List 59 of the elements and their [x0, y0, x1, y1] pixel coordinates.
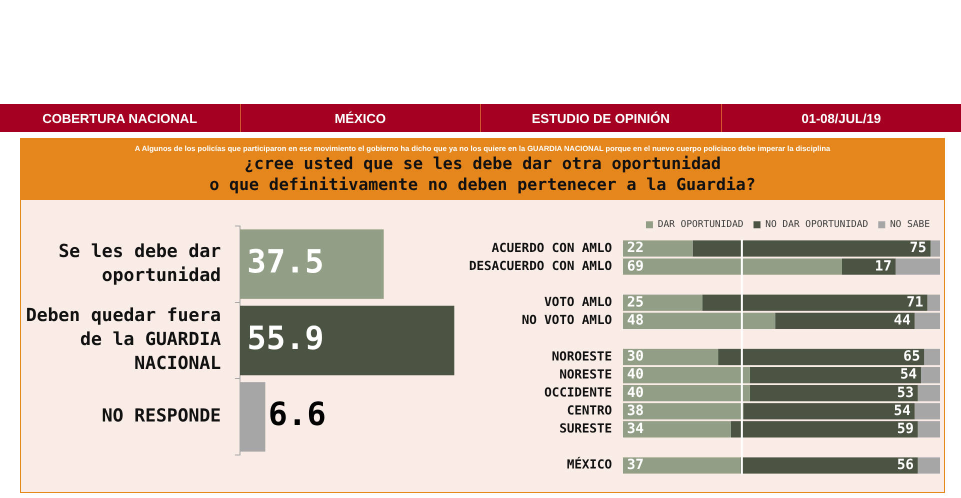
y-tick-label: MÉXICO	[566, 456, 612, 472]
bar	[718, 348, 924, 366]
bar	[623, 457, 740, 474]
text: COBERTURA NACIONAL	[41, 110, 198, 128]
text: MÉXICO	[240, 104, 480, 132]
bar	[623, 348, 718, 366]
data-label: 34	[627, 420, 644, 437]
bar	[930, 240, 940, 257]
bar	[623, 258, 842, 275]
text: ESTUDIO DE OPINIÓN	[480, 104, 720, 132]
bar	[842, 258, 896, 275]
data-label: 54	[900, 366, 917, 383]
bar	[692, 240, 930, 257]
data-label: 54	[894, 402, 911, 419]
y-tick-label: NOROESTE	[552, 348, 612, 364]
bar	[623, 366, 750, 384]
data-label: 37	[627, 457, 644, 474]
bar	[918, 457, 940, 474]
data-label: 40	[627, 366, 644, 383]
bar	[750, 366, 921, 384]
bar	[740, 457, 918, 474]
y-tick-label: OCCIDENTE	[544, 384, 612, 400]
chart-title: ¿cree usted que se les debe dar otra oportunidad o que definitivamente no deben pertenecer a la Guardia?	[208, 153, 757, 195]
bar	[924, 348, 940, 366]
y-tick-label: NORESTE	[559, 366, 612, 382]
data-label: 17	[874, 258, 892, 274]
data-label: 44	[894, 312, 911, 328]
data-label: 53	[896, 384, 914, 401]
y-tick-label: CENTRO	[566, 402, 612, 418]
y-tick-label: ACUERDO CON AMLO	[492, 240, 612, 255]
y-tick-label: Se les debe dar oportunidad	[58, 240, 222, 286]
data-label: 55.9	[247, 318, 324, 357]
data-label: 69	[627, 258, 644, 274]
data-label: 48	[627, 312, 644, 328]
data-label: 25	[627, 294, 644, 310]
data-label: 75	[910, 240, 926, 256]
text: 01-08/JUL/19	[720, 104, 961, 132]
data-label: 38	[627, 402, 644, 419]
y-tick-label: NO RESPONDE	[102, 406, 221, 427]
y-tick-label: VOTO AMLO	[544, 294, 612, 310]
data-label: 30	[627, 348, 644, 365]
y-tick-label: Deben quedar fuera de la GUARDIA NACIONAL	[26, 305, 222, 374]
y-tick-label: NO VOTO AMLO	[522, 312, 612, 328]
y-tick-label: DESACUERDO CON AMLO	[469, 258, 612, 273]
data-label: 37.5	[247, 242, 324, 280]
legend-label: DAR OPORTUNIDAD	[658, 219, 744, 230]
data-label: 65	[903, 348, 920, 365]
bar	[623, 240, 693, 257]
data-label: 22	[627, 240, 644, 256]
bar	[920, 366, 940, 384]
data-label: 59	[896, 420, 914, 437]
data-label: 6.6	[268, 395, 326, 434]
legend-label: NO DAR OPORTUNIDAD	[765, 219, 868, 230]
bar	[896, 258, 940, 275]
data-label: 56	[896, 457, 914, 474]
data-label: 40	[627, 384, 644, 401]
data-label: 71	[906, 294, 924, 310]
y-tick-label: SURESTE	[559, 420, 612, 436]
legend-label: NO SABE	[890, 219, 930, 230]
